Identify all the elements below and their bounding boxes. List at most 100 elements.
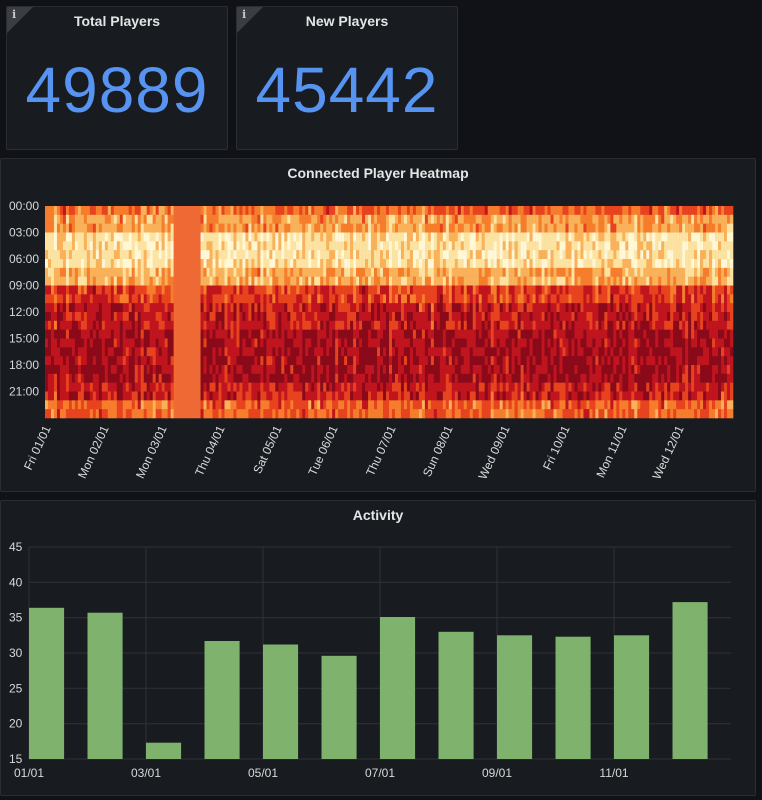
heatmap-cell [197, 206, 201, 216]
heatmap-cell [604, 276, 608, 286]
heatmap-cell [338, 294, 342, 304]
heatmap-cell [272, 338, 276, 348]
heatmap-cell [161, 409, 165, 419]
heatmap-cell [421, 320, 426, 330]
heatmap-cell [230, 241, 234, 251]
heatmap-cell [323, 303, 327, 313]
heatmap-cell [628, 338, 632, 348]
heatmap-cell [167, 303, 171, 313]
heatmap-cell [155, 356, 159, 366]
info-icon[interactable]: i [12, 8, 17, 21]
info-icon[interactable]: i [242, 8, 247, 21]
heatmap-cell [394, 409, 399, 419]
heatmap-cell [362, 320, 366, 330]
heatmap-cell [170, 267, 174, 277]
heatmap-cell [242, 276, 246, 286]
heatmap-cell [119, 206, 124, 216]
heatmap-cell [439, 303, 444, 313]
heatmap-cell [275, 294, 279, 304]
heatmap-cell [68, 347, 73, 357]
heatmap-cell [571, 214, 575, 224]
heatmap-cell [613, 276, 617, 286]
heatmap-cell [134, 382, 139, 392]
heatmap-cell [263, 267, 267, 277]
heatmap-cell [203, 373, 207, 383]
heatmap-cell [350, 250, 354, 260]
heatmap-cell [469, 259, 474, 269]
heatmap-cell [469, 214, 474, 224]
heatmap-cell [544, 223, 548, 233]
heatmap-cell [110, 320, 115, 330]
heatmap-cell [383, 241, 387, 251]
heatmap-cell [224, 294, 228, 304]
heatmap-cell [520, 320, 524, 330]
heatmap-cell [433, 409, 438, 419]
heatmap-cell [164, 338, 168, 348]
heatmap-cell [158, 382, 162, 392]
panel-title[interactable]: Total Players [73, 13, 161, 29]
heatmap-cell [224, 373, 228, 383]
heatmap-cell [454, 347, 459, 357]
info-corner[interactable] [7, 7, 33, 33]
heatmap-cell [487, 294, 491, 304]
heatmap-cell [436, 285, 441, 295]
info-corner[interactable] [237, 7, 263, 33]
heatmap-cell [287, 276, 291, 286]
heatmap-cell [146, 409, 150, 419]
heatmap-cell [496, 347, 500, 357]
heatmap-cell [550, 382, 554, 392]
heatmap-cell [415, 347, 420, 357]
heatmap-cell [221, 223, 225, 233]
heatmap-cell [353, 356, 357, 366]
heatmap-cell [341, 329, 345, 339]
heatmap-cell [532, 267, 536, 277]
heatmap-cell [293, 391, 297, 401]
heatmap-cell [493, 409, 497, 419]
heatmap-cell [502, 356, 506, 366]
heatmap-cell [224, 223, 228, 233]
heatmap-cell [158, 276, 162, 286]
heatmap-cell [496, 214, 500, 224]
heatmap-cell [463, 223, 468, 233]
heatmap-cell [541, 409, 545, 419]
heatmap-cell [436, 312, 441, 322]
heatmap-cell [134, 320, 139, 330]
heatmap-cell [601, 365, 605, 375]
heatmap-cell [607, 206, 611, 216]
heatmap-cell [80, 206, 85, 216]
heatmap-cell [592, 382, 596, 392]
heatmap-cell [191, 329, 195, 339]
heatmap-cell [368, 347, 372, 357]
heatmap-cell [227, 232, 231, 242]
panel-title[interactable]: Connected Player Heatmap [287, 165, 469, 181]
heatmap-cell [523, 347, 527, 357]
heatmap-cell [574, 382, 578, 392]
heatmap-cell [457, 338, 462, 348]
heatmap-cell [188, 294, 192, 304]
heatmap-cell [344, 206, 348, 216]
heatmap-cell [487, 338, 491, 348]
heatmap-cell [502, 285, 506, 295]
heatmap-cell [50, 250, 55, 260]
heatmap-cell [571, 391, 575, 401]
heatmap-cell [200, 356, 204, 366]
heatmap-cell [56, 214, 61, 224]
heatmap-cell [481, 356, 486, 366]
heatmap-cell [203, 267, 207, 277]
heatmap-cell [353, 223, 357, 233]
heatmap-cell [305, 214, 309, 224]
heatmap-cell [511, 320, 515, 330]
panel-title[interactable]: New Players [305, 13, 389, 29]
heatmap-cell [475, 365, 480, 375]
heatmap-cell [323, 276, 327, 286]
heatmap-cell [230, 347, 234, 357]
heatmap-cell [335, 391, 339, 401]
heatmap-chart[interactable]: 00:0003:0006:0009:0012:0015:0018:0021:00… [1, 159, 756, 492]
heatmap-cell [248, 356, 252, 366]
heatmap-cell [442, 206, 447, 216]
heatmap-cell [442, 391, 447, 401]
heatmap-cell [125, 214, 130, 224]
heatmap-cell [377, 347, 381, 357]
heatmap-cell [472, 338, 477, 348]
heatmap-cell [122, 329, 127, 339]
